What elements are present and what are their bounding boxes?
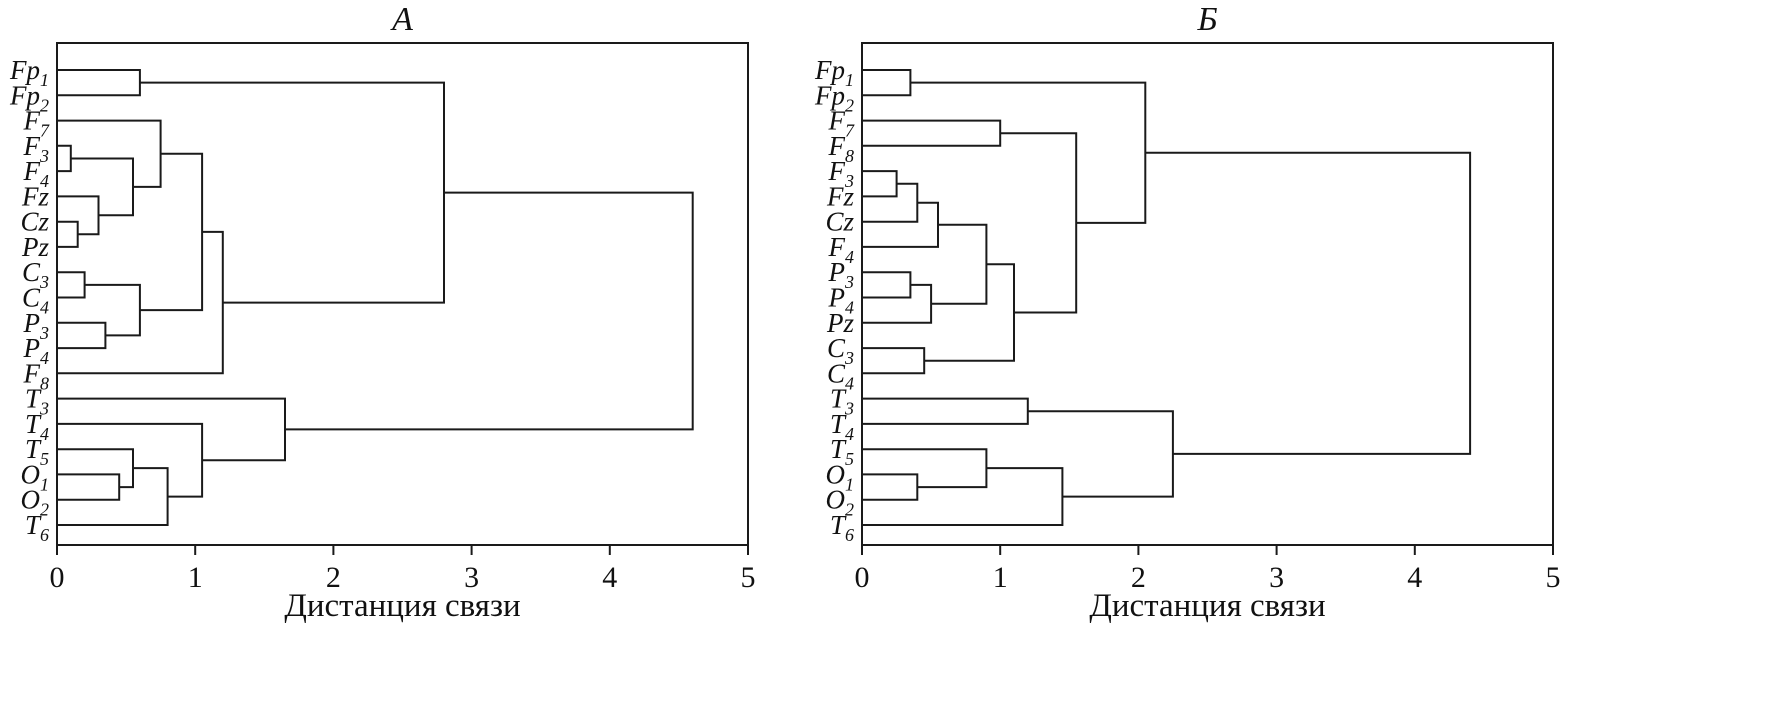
plot-frame [56, 42, 749, 546]
x-axis-tick-label: 2 [1131, 561, 1146, 594]
leaf-label-fp1: Fp1 [814, 55, 854, 90]
leaf-label-fp2: Fp2 [9, 80, 49, 115]
x-axis-tick-label: 2 [326, 561, 341, 594]
plot-frame [861, 42, 1554, 546]
x-axis-tick-label: 0 [50, 561, 65, 594]
dendrogram-plot-b: Fp1Fp2F7F8F3FzCzF4P3P4PzC3C4T3T4T5O1O2T6… [814, 42, 1561, 594]
x-axis-tick-label: 5 [1546, 561, 1561, 594]
leaf-label-t6: T6 [830, 510, 854, 545]
leaf-label-f4: F4 [23, 156, 50, 191]
leaf-label-fp2: Fp2 [814, 80, 854, 115]
leaf-label-t4: T4 [25, 409, 49, 444]
panel-a-x-axis-label: Дистанция связи [284, 588, 521, 624]
leaf-label-cz: Cz [825, 207, 854, 237]
leaf-label-fp1: Fp1 [9, 55, 49, 90]
leaf-label-p3: P3 [23, 308, 50, 343]
leaf-label-t4: T4 [830, 409, 854, 444]
leaf-label-t5: T5 [25, 434, 49, 469]
x-axis-tick-label: 4 [602, 561, 617, 594]
leaf-label-p3: P3 [828, 257, 855, 292]
x-axis-tick-label: 3 [1269, 561, 1284, 594]
leaf-label-f7: F7 [23, 106, 51, 141]
x-axis-tick-label: 0 [855, 561, 870, 594]
leaf-label-p4: P4 [828, 283, 855, 318]
leaf-label-cz: Cz [20, 207, 49, 237]
leaf-label-f7: F7 [828, 106, 856, 141]
panel-a-title: А [392, 1, 413, 38]
leaf-label-f4: F4 [828, 232, 855, 267]
leaf-label-o1: O1 [826, 459, 855, 494]
leaf-label-fz: Fz [826, 181, 854, 211]
leaf-label-f8: F8 [828, 131, 855, 166]
dendrogram-panel-b: Б Fp1 Fp2 F7 F8 F3 Fz Cz F4 P3 P4 Pz C3 C4 T3 T4 T5 O1 O2… [805, 0, 1595, 719]
leaf-label-t6: T6 [25, 510, 49, 545]
dendrogram-lines [57, 69, 694, 526]
leaf-label-o2: O2 [826, 485, 855, 520]
dendrogram-plot-a: Fp1Fp2F7F3F4FzCzPzC3C4P3P4F8T3T4T5O1O2T6… [9, 42, 756, 594]
leaf-label-f8: F8 [23, 358, 50, 393]
panel-b-title: Б [1197, 1, 1218, 38]
x-axis-tick-label: 4 [1407, 561, 1422, 594]
leaf-label-pz: Pz [21, 232, 49, 262]
leaf-label-p4: P4 [23, 333, 50, 368]
x-axis-tick-label: 5 [741, 561, 756, 594]
leaf-label-f3: F3 [23, 131, 50, 166]
leaf-label-c4: C4 [22, 283, 49, 318]
x-axis-tick-label: 3 [464, 561, 479, 594]
dendrogram-lines [862, 69, 1472, 526]
leaf-label-t3: T3 [25, 384, 49, 419]
leaf-label-t3: T3 [830, 384, 854, 419]
leaf-label-f3: F3 [828, 156, 855, 191]
leaf-label-pz: Pz [826, 308, 854, 338]
leaf-label-c3: C3 [22, 257, 49, 292]
leaf-label-c4: C4 [827, 358, 854, 393]
x-axis-tick-label: 1 [993, 561, 1008, 594]
leaf-label-t5: T5 [830, 434, 854, 469]
leaf-label-fz: Fz [21, 181, 49, 211]
leaf-label-o2: O2 [21, 485, 50, 520]
dendrogram-panel-a: А Fp1 Fp2 F7 F3 F4 Fz Cz Pz C3 C4 P3 P4 F8 T3 T4 T5 O1 O2… [0, 0, 790, 719]
leaf-label-c3: C3 [827, 333, 854, 368]
x-axis-tick-label: 1 [188, 561, 203, 594]
panel-b-x-axis-label: Дистанция связи [1089, 588, 1326, 624]
leaf-label-o1: O1 [21, 459, 50, 494]
